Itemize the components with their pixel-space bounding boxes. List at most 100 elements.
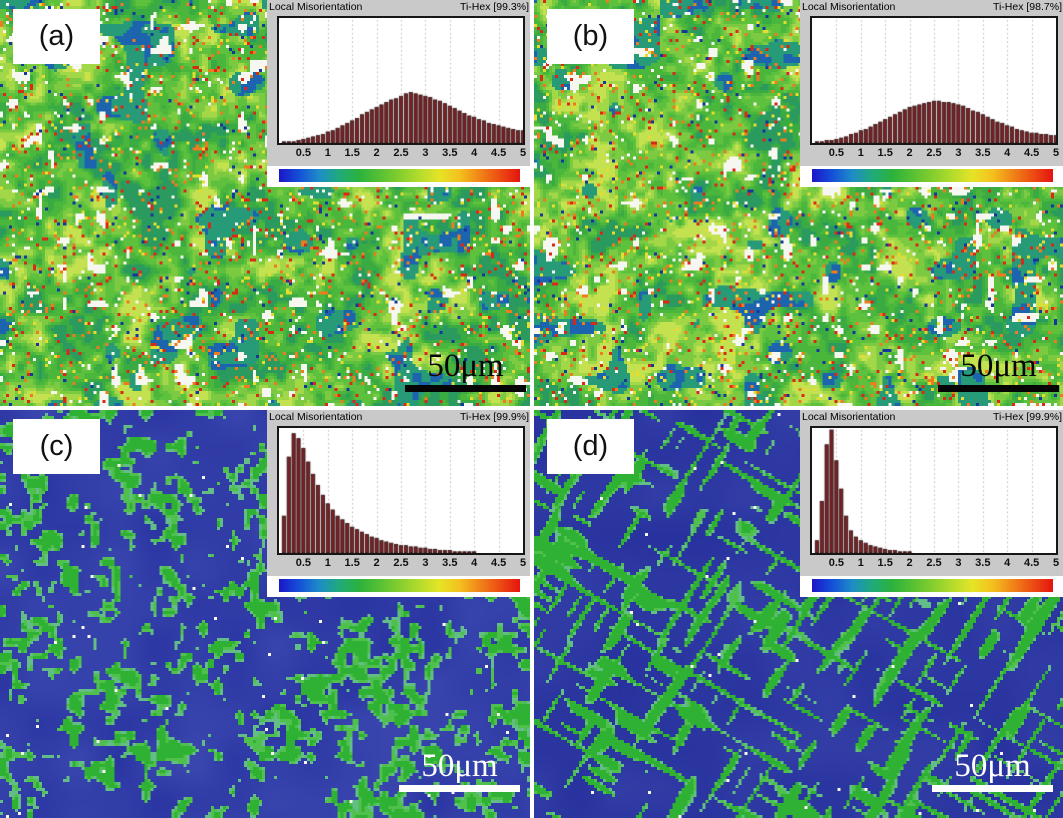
- axis-tick-label: 2: [373, 557, 380, 569]
- axis-tick-label: 1: [857, 147, 864, 159]
- panel-label-a: (a): [13, 9, 100, 64]
- axis-tick-label: 4: [471, 147, 478, 159]
- axis-tick-label: 0.5: [295, 147, 312, 159]
- phase-fraction-label: Ti-Hex [99.9%]: [992, 411, 1062, 423]
- colorbar-gradient: [812, 169, 1053, 182]
- inset-header: Local Misorientation Ti-Hex [99.3%]: [269, 1, 529, 15]
- panel-b: (b) Local Misorientation Ti-Hex [98.7%] …: [534, 0, 1063, 406]
- histogram-plot: [810, 426, 1058, 555]
- axis-tick-label: 3.5: [975, 557, 991, 569]
- scalebar-c: 50μm: [399, 750, 520, 792]
- axis-tick-label: 3.5: [442, 557, 458, 569]
- colorbar-gradient: [812, 579, 1053, 592]
- axis-tick-label: 4: [471, 557, 478, 569]
- phase-fraction-label: Ti-Hex [99.9%]: [459, 411, 529, 423]
- x-axis-tick-row: 0.5 1 1.5 2 2.5 3 3.5 4 4.5 5: [812, 147, 1060, 164]
- scalebar-label: 50μm: [421, 748, 498, 784]
- axis-tick-label: 3: [955, 557, 962, 569]
- histogram-plot: [277, 16, 525, 145]
- inset-title: Local Misorientation: [802, 411, 896, 423]
- scalebar-line: [938, 385, 1059, 392]
- axis-tick-label: 0.5: [828, 557, 845, 569]
- colorbar-strip: [800, 166, 1063, 187]
- histogram-plot: [277, 426, 525, 555]
- colorbar-gradient: [279, 579, 520, 592]
- misorientation-inset-a: Local Misorientation Ti-Hex [99.3%] 0.5 1…: [267, 0, 530, 187]
- axis-tick-label: 3: [422, 557, 429, 569]
- histogram-canvas: [812, 428, 1056, 553]
- panel-label-c: (c): [13, 419, 100, 474]
- axis-tick-label: 5: [1052, 147, 1060, 159]
- axis-tick-label: 4: [1004, 557, 1011, 569]
- x-axis-tick-row: 0.5 1 1.5 2 2.5 3 3.5 4 4.5 5: [279, 147, 527, 164]
- axis-tick-label: 2: [906, 557, 913, 569]
- axis-tick-label: 1: [324, 557, 331, 569]
- axis-tick-label: 1: [324, 147, 331, 159]
- colorbar-gradient: [279, 169, 520, 182]
- misorientation-inset-d: Local Misorientation Ti-Hex [99.9%] 0.5 1…: [800, 410, 1063, 597]
- misorientation-inset-c: Local Misorientation Ti-Hex [99.9%] 0.5 1…: [267, 410, 530, 597]
- panel-label-text: (b): [572, 20, 609, 52]
- panel-a: (a) Local Misorientation Ti-Hex [99.3%] …: [0, 0, 530, 406]
- scalebar-d: 50μm: [932, 750, 1053, 792]
- axis-tick-label: 0.5: [295, 557, 312, 569]
- panel-label-d: (d): [547, 419, 634, 474]
- panel-label-text: (c): [39, 430, 74, 462]
- axis-tick-label: 4.5: [1023, 147, 1040, 159]
- misorientation-inset-b: Local Misorientation Ti-Hex [98.7%] 0.5 1…: [800, 0, 1063, 187]
- axis-tick-label: 2.5: [926, 147, 942, 159]
- x-axis-tick-row: 0.5 1 1.5 2 2.5 3 3.5 4 4.5 5: [812, 557, 1060, 574]
- histogram-canvas: [279, 18, 523, 143]
- axis-tick-label: 4.5: [490, 557, 507, 569]
- axis-tick-label: 2: [906, 147, 913, 159]
- panel-c: (c) Local Misorientation Ti-Hex [99.9%] …: [0, 410, 530, 818]
- scalebar-line: [405, 385, 526, 392]
- axis-tick-label: 2.5: [926, 557, 942, 569]
- axis-tick-label: 4.5: [1023, 557, 1040, 569]
- axis-tick-label: 2.5: [393, 557, 409, 569]
- axis-tick-label: 0.5: [828, 147, 845, 159]
- panel-label-text: (a): [38, 20, 75, 52]
- axis-tick-label: 3: [422, 147, 429, 159]
- phase-fraction-label: Ti-Hex [99.3%]: [459, 1, 529, 13]
- inset-title: Local Misorientation: [269, 1, 363, 13]
- axis-tick-label: 1: [857, 557, 864, 569]
- inset-header: Local Misorientation Ti-Hex [99.9%]: [269, 411, 529, 425]
- scalebar-label: 50μm: [960, 348, 1037, 384]
- axis-tick-label: 5: [1052, 557, 1060, 569]
- phase-fraction-label: Ti-Hex [98.7%]: [992, 1, 1062, 13]
- axis-tick-label: 1.5: [344, 147, 360, 159]
- inset-header: Local Misorientation Ti-Hex [99.9%]: [802, 411, 1062, 425]
- histogram-canvas: [812, 18, 1056, 143]
- axis-tick-label: 4.5: [490, 147, 507, 159]
- inset-title: Local Misorientation: [269, 411, 363, 423]
- scalebar-label: 50μm: [954, 748, 1031, 784]
- scalebar-a: 50μm: [405, 350, 526, 392]
- scalebar-b: 50μm: [938, 350, 1059, 392]
- axis-tick-label: 5: [519, 557, 527, 569]
- panel-d: (d) Local Misorientation Ti-Hex [99.9%] …: [534, 410, 1063, 818]
- histogram-plot: [810, 16, 1058, 145]
- histogram-canvas: [279, 428, 523, 553]
- axis-tick-label: 3.5: [442, 147, 458, 159]
- axis-tick-label: 1.5: [877, 557, 893, 569]
- axis-tick-label: 3: [955, 147, 962, 159]
- inset-title: Local Misorientation: [802, 1, 896, 13]
- colorbar-strip: [800, 576, 1063, 597]
- axis-tick-label: 4: [1004, 147, 1011, 159]
- panel-label-b: (b): [547, 9, 634, 64]
- colorbar-strip: [267, 166, 530, 187]
- inset-header: Local Misorientation Ti-Hex [98.7%]: [802, 1, 1062, 15]
- axis-tick-label: 3.5: [975, 147, 991, 159]
- scalebar-line: [399, 785, 520, 792]
- axis-tick-label: 1.5: [877, 147, 893, 159]
- axis-tick-label: 2.5: [393, 147, 409, 159]
- panel-label-text: (d): [572, 430, 609, 462]
- scalebar-line: [932, 785, 1053, 792]
- colorbar-strip: [267, 576, 530, 597]
- axis-tick-label: 2: [373, 147, 380, 159]
- scalebar-label: 50μm: [427, 348, 504, 384]
- x-axis-tick-row: 0.5 1 1.5 2 2.5 3 3.5 4 4.5 5: [279, 557, 527, 574]
- axis-tick-label: 5: [519, 147, 527, 159]
